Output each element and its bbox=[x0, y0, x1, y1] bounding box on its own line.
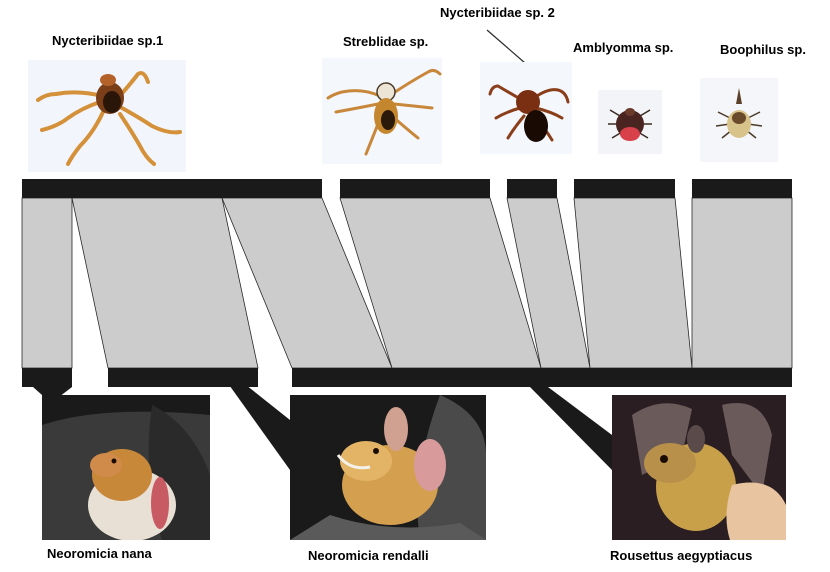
streblidae-photo bbox=[322, 58, 442, 164]
parasite-bar-amblyomma bbox=[574, 179, 675, 198]
callout-wedge-rendalli bbox=[222, 375, 290, 470]
host-label-neoromicia-rendalli: Neoromicia rendalli bbox=[308, 548, 429, 563]
host-bar-neoromicia-rendalli bbox=[108, 368, 258, 387]
parasite-bar-boophilus bbox=[692, 179, 792, 198]
link-rousettus-amblyomma bbox=[573, 197, 693, 369]
parasite-label-streblidae: Streblidae sp. bbox=[343, 34, 429, 49]
parasite-bar-nycteribiidae-sp1 bbox=[22, 179, 322, 198]
link-rendalli-nycteribiidae-sp1 bbox=[71, 197, 259, 369]
host-label-rousettus-aegyptiacus: Rousettus aegyptiacus bbox=[610, 548, 753, 563]
parasite-bar-nycteribiidae-sp2 bbox=[507, 179, 557, 198]
host-label-neoromicia-nana: Neoromicia nana bbox=[47, 546, 152, 561]
host-bar-neoromicia-nana bbox=[22, 368, 72, 387]
link-nana-nycteribiidae-sp1 bbox=[21, 197, 73, 369]
parasite-label-nycteribiidae-sp2: Nycteribiidae sp. 2 bbox=[440, 5, 555, 20]
callout-wedge-rousettus bbox=[530, 387, 612, 470]
parasite-label-amblyomma: Amblyomma sp. bbox=[573, 40, 674, 55]
amblyomma-photo bbox=[598, 90, 662, 154]
boophilus-photo bbox=[700, 78, 778, 162]
parasite-bar-streblidae bbox=[340, 179, 490, 198]
pointer-line-nycteribiidae-sp2 bbox=[486, 29, 526, 64]
parasite-label-boophilus: Boophilus sp. bbox=[720, 42, 806, 57]
rousettus-aegyptiacus-photo bbox=[612, 395, 786, 540]
nycteribiidae-sp1-photo bbox=[28, 60, 186, 172]
link-rousettus-boophilus bbox=[691, 197, 793, 369]
neoromicia-rendalli-photo bbox=[290, 395, 486, 540]
nycteribiidae-sp2-photo bbox=[480, 62, 572, 154]
host-bar-rousettus-aegyptiacus bbox=[292, 368, 792, 387]
neoromicia-nana-photo bbox=[42, 395, 210, 540]
parasite-label-nycteribiidae-sp1: Nycteribiidae sp.1 bbox=[52, 33, 164, 48]
